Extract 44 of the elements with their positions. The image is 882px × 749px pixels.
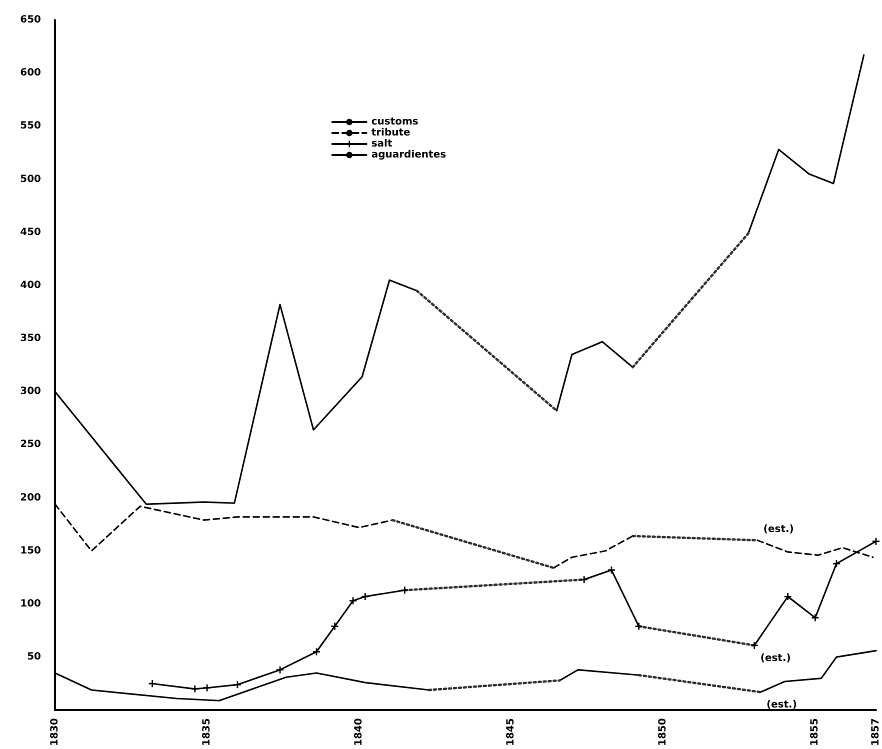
y-tick-label: 450 xyxy=(20,226,42,238)
y-tick-label: 200 xyxy=(20,492,42,504)
point xyxy=(401,586,408,594)
x-tick-label: 1855 xyxy=(810,718,821,746)
y-tick-label: 650 xyxy=(20,14,42,26)
x-tick-label: 1835 xyxy=(202,718,213,746)
point xyxy=(204,684,211,692)
point xyxy=(580,576,588,584)
point xyxy=(191,685,198,692)
legend-label: salt xyxy=(371,138,392,150)
annotation: (est.) xyxy=(760,652,791,664)
legend-label: customs xyxy=(371,116,418,128)
y-tick-label: 300 xyxy=(20,386,42,398)
x-tick-label: 1857 xyxy=(870,718,882,746)
annotation: (est.) xyxy=(763,524,794,535)
x-tick-label: 1845 xyxy=(506,718,517,746)
point xyxy=(313,648,320,656)
y-tick-label: 600 xyxy=(20,68,42,79)
y-tick-label: 100 xyxy=(20,598,42,610)
y-tick-label: 50 xyxy=(27,652,42,663)
y-tick-label: 500 xyxy=(20,174,42,185)
point xyxy=(148,680,156,688)
annotation: (est.) xyxy=(766,700,797,711)
legend-label: tribute xyxy=(371,128,411,138)
point xyxy=(276,666,284,674)
y-tick-label: 400 xyxy=(20,280,42,291)
point xyxy=(812,614,819,622)
x-tick-label: 1840 xyxy=(354,718,365,746)
point xyxy=(872,538,880,545)
point xyxy=(234,681,241,688)
x-tick-label: 1830 xyxy=(50,718,60,746)
point xyxy=(635,622,642,630)
y-tick-label: 150 xyxy=(20,545,42,556)
point xyxy=(784,593,792,600)
point xyxy=(331,622,338,630)
x-tick-label: 1850 xyxy=(658,718,669,746)
y-tick-label: 550 xyxy=(20,120,42,132)
point xyxy=(349,597,356,604)
legend-label: aguardientes xyxy=(371,150,446,160)
y-tick-label: 250 xyxy=(20,439,42,450)
point xyxy=(832,560,840,568)
point xyxy=(750,642,758,649)
y-tick-label: 350 xyxy=(20,333,42,344)
point xyxy=(362,593,369,600)
